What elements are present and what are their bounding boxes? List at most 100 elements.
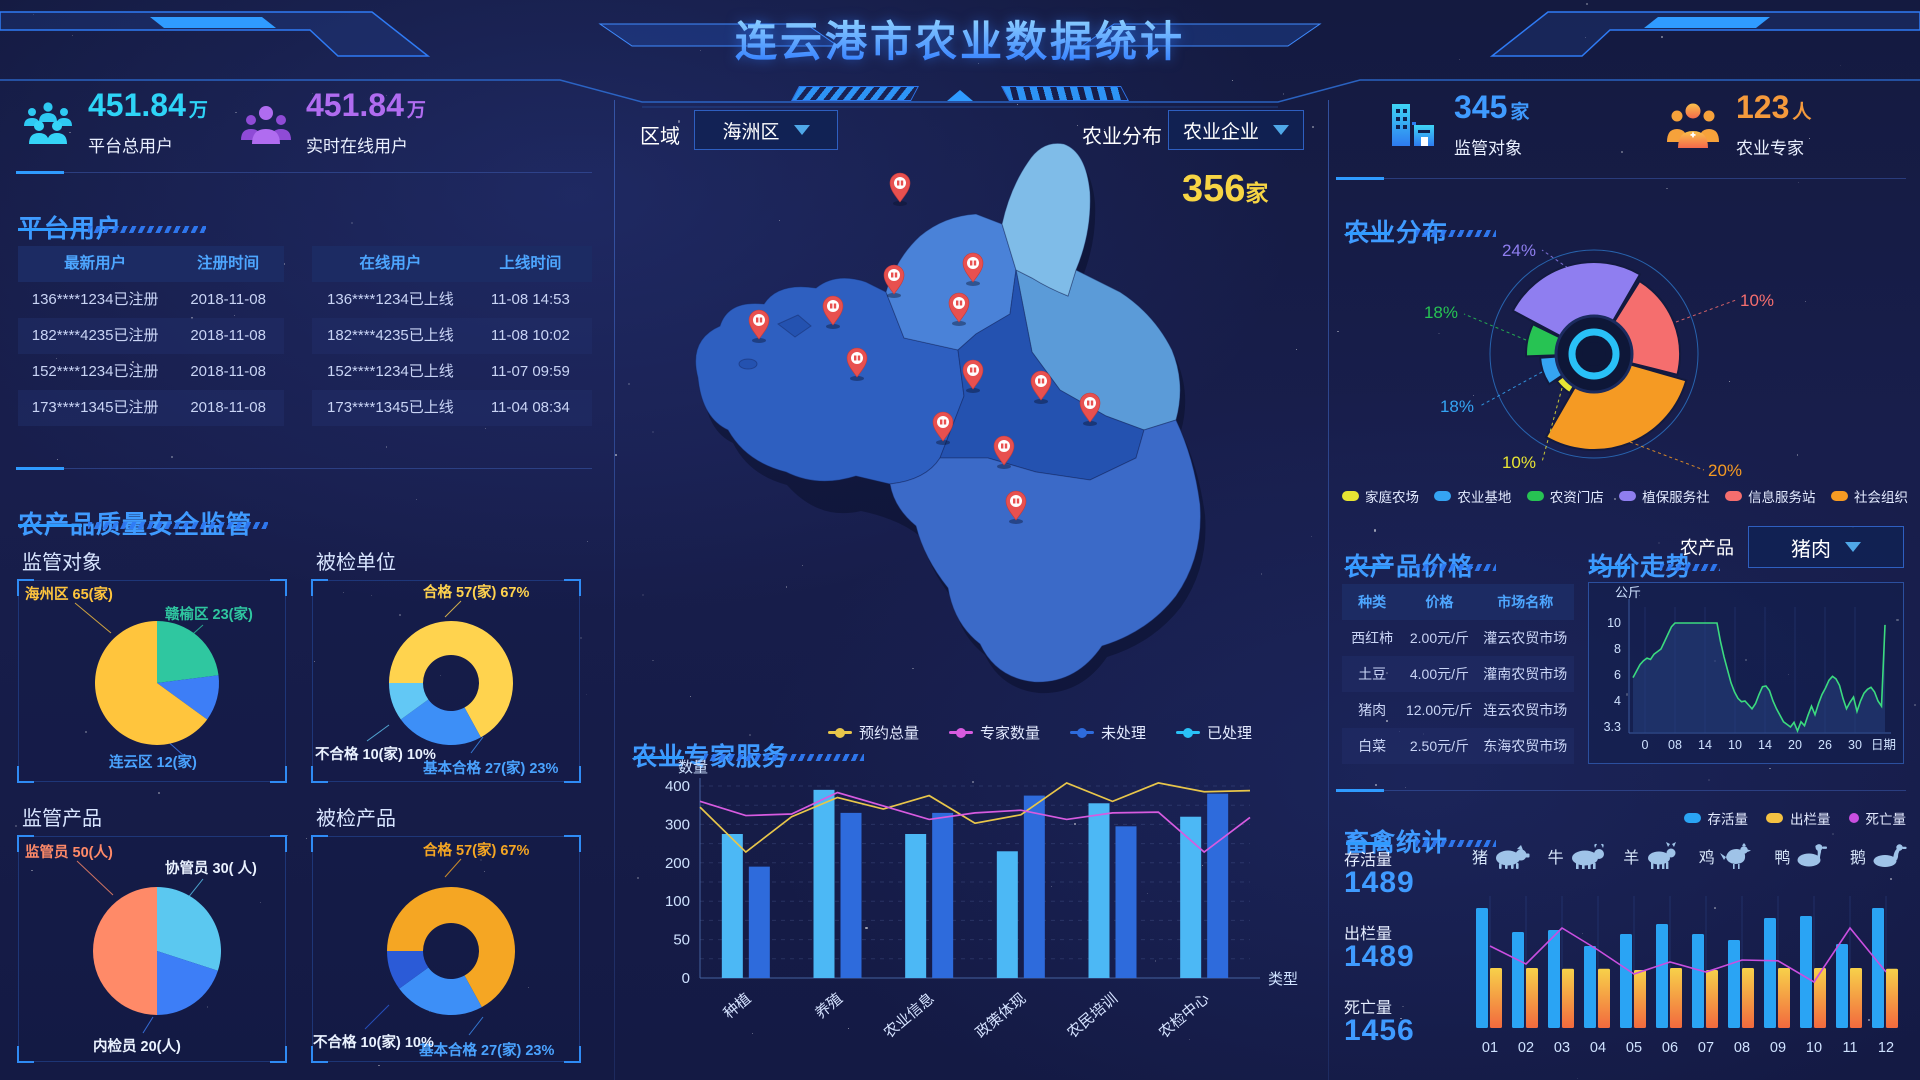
animal-牛-icon [1568, 842, 1606, 870]
svg-text:数量: 数量 [678, 759, 708, 776]
animal-item-猪[interactable]: 猪 [1472, 842, 1530, 870]
bar-out [1598, 969, 1610, 1028]
corner-bracket [17, 1046, 34, 1063]
animal-鸭-icon [1794, 842, 1832, 870]
svg-text:农民培训: 农民培训 [1064, 990, 1121, 1042]
chevron-icon [947, 90, 973, 101]
stat-total-users: 451.84 万 平台总用户 [22, 88, 208, 157]
animal-item-鸭[interactable]: 鸭 [1774, 842, 1832, 870]
rose-pct-信息服务站: 10% [1740, 291, 1774, 310]
legend-swatch-icon [1527, 491, 1544, 501]
svg-text:14: 14 [1698, 738, 1712, 752]
cell: 182****4235已上线 [312, 318, 469, 354]
svg-text:11: 11 [1842, 1040, 1857, 1056]
legend-item-农业基地[interactable]: 农业基地 [1434, 486, 1511, 506]
map-pin-1[interactable] [890, 173, 910, 206]
animal-label: 牛 [1548, 844, 1564, 868]
legend-item-死亡量[interactable]: 死亡量 [1849, 808, 1907, 828]
cell: 152****1234已上线 [312, 354, 469, 390]
bar-未处理 [1024, 796, 1045, 978]
legend-marker-icon [1176, 731, 1200, 734]
cell: 土豆 [1342, 656, 1402, 692]
cell: 2.50元/斤 [1402, 728, 1476, 764]
bar-已处理 [814, 790, 835, 978]
bar-out [1706, 970, 1718, 1028]
chart-subtitle: 被检产品 [316, 802, 396, 831]
cell: 2.00元/斤 [1402, 620, 1476, 656]
legend-swatch-icon [1434, 491, 1451, 501]
legend-label: 信息服务站 [1748, 486, 1816, 506]
svg-text:公斤: 公斤 [1615, 585, 1641, 600]
animal-item-鹅[interactable]: 鹅 [1850, 842, 1908, 870]
svg-text:06: 06 [1662, 1040, 1678, 1056]
corner-bracket [270, 579, 287, 596]
legend-item-社会组织[interactable]: 社会组织 [1831, 486, 1908, 506]
legend-item-家庭农场[interactable]: 家庭农场 [1342, 486, 1419, 506]
corner-bracket [564, 579, 581, 596]
svg-text:养殖: 养殖 [812, 990, 846, 1022]
cell: 173****1345已上线 [312, 390, 469, 426]
slice-label: 赣榆区 23(家) [165, 603, 253, 624]
stat-experts: 123 人 农业专家 [1666, 90, 1811, 159]
users-group-icon [22, 100, 74, 146]
corner-bracket [564, 835, 581, 852]
svg-text:20: 20 [1788, 738, 1802, 752]
stat-unit: 万 [407, 100, 426, 121]
bar-alive [1800, 916, 1812, 1028]
line-预约总量 [700, 783, 1250, 852]
legend-item-已处理[interactable]: 已处理 [1176, 722, 1252, 743]
svg-text:10: 10 [1806, 1040, 1822, 1056]
legend-item-植保服务社[interactable]: 植保服务社 [1619, 486, 1710, 506]
latest-users-table: 最新用户 注册时间 136****1234已注册 2018-11-08 182****4… [18, 246, 284, 426]
animal-item-牛[interactable]: 牛 [1548, 842, 1606, 870]
bar-已处理 [1089, 803, 1110, 978]
svg-text:6: 6 [1614, 668, 1621, 682]
bar-alive [1836, 944, 1848, 1028]
table-row: 白菜 2.50元/斤 东海农贸市场 [1342, 728, 1574, 764]
legend-item-专家数量[interactable]: 专家数量 [949, 722, 1040, 743]
quality-chart-box: 合格 57(家) 67% 基本合格 27(家) 23% 不合格 10(家) 10% [312, 580, 580, 782]
legend-item-出栏量[interactable]: 出栏量 [1766, 808, 1831, 828]
bar-out [1526, 968, 1538, 1028]
bar-out [1490, 968, 1502, 1028]
legend-item-未处理[interactable]: 未处理 [1070, 722, 1146, 743]
rose-pct-植保服务社: 24% [1502, 241, 1536, 260]
cell: 白菜 [1342, 728, 1402, 764]
cell: 西红柿 [1342, 620, 1402, 656]
legend-marker-icon [1849, 813, 1859, 823]
rose-pct-农资门店: 18% [1424, 303, 1458, 322]
chart-subtitle: 监管产品 [22, 802, 102, 831]
svg-text:09: 09 [1770, 1040, 1786, 1056]
被检产品-chart [313, 837, 579, 1061]
slice-label: 不合格 10(家) 10% [313, 1031, 434, 1052]
legend-item-农资门店[interactable]: 农资门店 [1527, 486, 1604, 506]
product-select-value: 猪肉 [1791, 533, 1831, 562]
legend-item-信息服务站[interactable]: 信息服务站 [1725, 486, 1816, 506]
table-row: 182****4235已注册 2018-11-08 [18, 318, 284, 354]
svg-text:3.3: 3.3 [1604, 720, 1621, 734]
bar-out [1886, 969, 1898, 1028]
bar-alive [1656, 924, 1668, 1028]
product-select[interactable]: 猪肉 [1748, 526, 1904, 568]
legend-item-存活量[interactable]: 存活量 [1684, 808, 1749, 828]
cell: 12.00元/斤 [1402, 692, 1476, 728]
table-row: 152****1234已注册 2018-11-08 [18, 354, 284, 390]
table-header: 在线用户 上线时间 [312, 246, 592, 282]
slice-label: 协管员 30( 人) [165, 857, 257, 878]
table-row: 182****4235已上线 11-08 10:02 [312, 318, 592, 354]
legend-label: 已处理 [1207, 722, 1252, 743]
animal-item-鸡[interactable]: 鸡 [1699, 842, 1757, 870]
divider-left [614, 100, 615, 1080]
legend-item-预约总量[interactable]: 预约总量 [828, 722, 919, 743]
legend-label: 社会组织 [1854, 486, 1908, 506]
online-users-table: 在线用户 上线时间 136****1234已上线 11-08 14:53 182****… [312, 246, 592, 426]
hatch-bar-right [1001, 86, 1129, 101]
map-island [739, 359, 757, 369]
animal-label: 鹅 [1850, 844, 1866, 868]
column-header: 在线用户 [312, 246, 469, 282]
svg-text:07: 07 [1698, 1040, 1714, 1056]
bar-alive [1764, 918, 1776, 1028]
animal-item-羊[interactable]: 羊 [1623, 842, 1681, 870]
legend-marker-icon [949, 731, 973, 734]
table-row: 猪肉 12.00元/斤 连云农贸市场 [1342, 692, 1574, 728]
